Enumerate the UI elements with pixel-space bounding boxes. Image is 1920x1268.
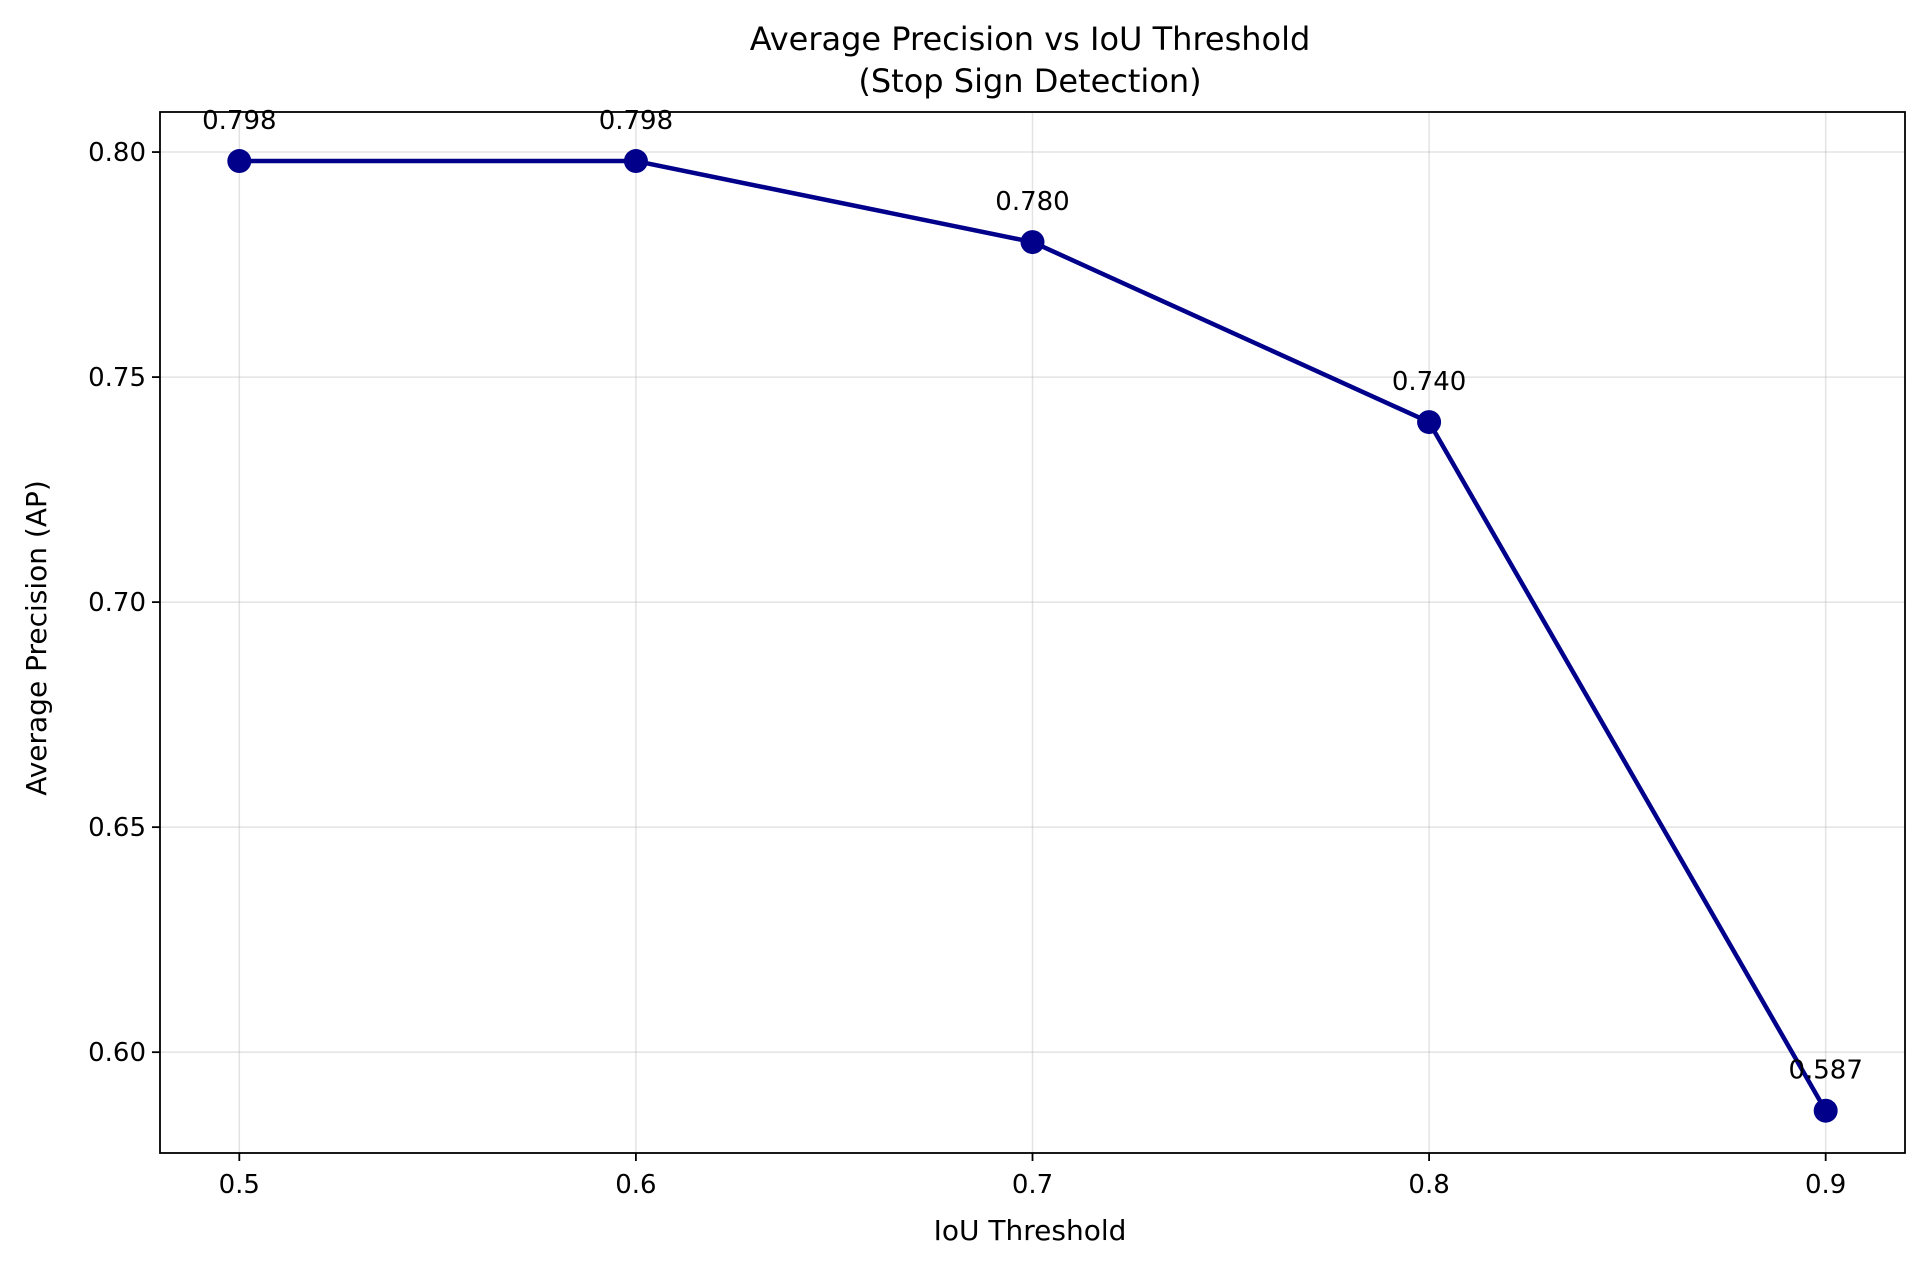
data-label: 0.798 xyxy=(202,106,276,136)
series-layer: 0.798 0.798 0.780 0.740 0.587 xyxy=(202,106,1863,1123)
x-tick-label: 0.9 xyxy=(1805,1170,1846,1200)
x-tick-label: 0.6 xyxy=(615,1170,656,1200)
axes: 0.5 0.6 0.7 0.8 0.9 0.60 0.65 0.70 0.75 0.80 xyxy=(88,111,1906,1200)
chart-title-line1: Average Precision vs IoU Threshold xyxy=(750,20,1311,58)
y-axis-label: Average Precision (AP) xyxy=(20,480,53,796)
data-point xyxy=(1020,230,1045,255)
y-tick-label: 0.75 xyxy=(88,363,146,393)
data-label: 0.740 xyxy=(1392,367,1466,397)
x-tick-label: 0.5 xyxy=(219,1170,260,1200)
data-label: 0.780 xyxy=(995,187,1069,217)
y-tick-label: 0.80 xyxy=(88,138,146,168)
chart-title-line2: (Stop Sign Detection) xyxy=(858,62,1201,100)
data-label: 0.587 xyxy=(1788,1056,1862,1086)
y-tick-label: 0.60 xyxy=(88,1038,146,1068)
data-point xyxy=(1417,410,1442,435)
y-tick-label: 0.70 xyxy=(88,588,146,618)
data-point xyxy=(1813,1098,1838,1123)
data-point xyxy=(623,149,648,174)
data-label: 0.798 xyxy=(599,106,673,136)
x-tick-label: 0.8 xyxy=(1408,1170,1449,1200)
x-axis-label: IoU Threshold xyxy=(934,1214,1127,1247)
data-point xyxy=(227,149,252,174)
grid xyxy=(160,112,1905,1153)
y-tick-label: 0.65 xyxy=(88,813,146,843)
x-tick-label: 0.7 xyxy=(1012,1170,1053,1200)
